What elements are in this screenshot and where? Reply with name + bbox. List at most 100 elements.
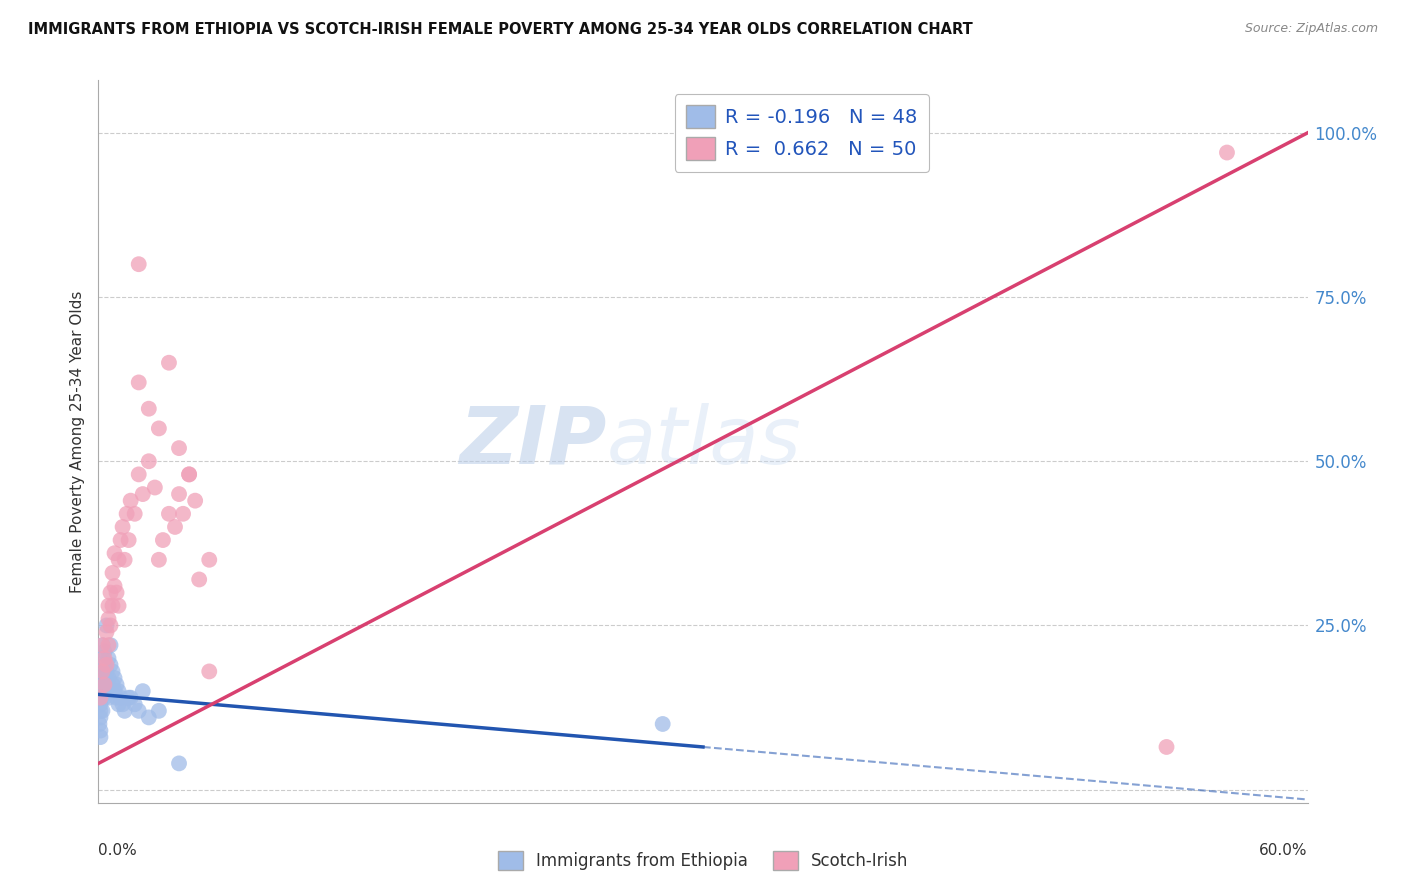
Point: [179, 467, 201, 482]
Y-axis label: Female Poverty Among 25-34 Year Olds: Female Poverty Among 25-34 Year Olds: [69, 291, 84, 592]
Point: [91, 665, 114, 679]
Point: [651, 717, 673, 731]
Point: [89, 698, 111, 712]
Point: [91, 671, 114, 685]
Point: [107, 684, 129, 698]
Point: [100, 618, 122, 632]
Point: [103, 579, 125, 593]
Point: [101, 665, 124, 679]
Text: 0.0%: 0.0%: [98, 843, 138, 857]
Point: [97, 690, 120, 705]
Point: [198, 665, 221, 679]
Point: [110, 690, 132, 705]
Point: [148, 704, 170, 718]
Point: [148, 421, 170, 435]
Point: [120, 690, 142, 705]
Point: [157, 507, 180, 521]
Point: [93, 645, 115, 659]
Legend: Immigrants from Ethiopia, Scotch-Irish: Immigrants from Ethiopia, Scotch-Irish: [491, 844, 915, 877]
Point: [1216, 145, 1239, 160]
Point: [1156, 739, 1178, 754]
Point: [97, 599, 120, 613]
Point: [118, 690, 141, 705]
Point: [184, 493, 207, 508]
Point: [89, 704, 111, 718]
Point: [115, 507, 138, 521]
Point: [91, 651, 114, 665]
Point: [114, 553, 136, 567]
Point: [148, 553, 170, 567]
Point: [91, 665, 114, 679]
Point: [143, 481, 166, 495]
Text: ZIP: ZIP: [458, 402, 606, 481]
Point: [103, 671, 125, 685]
Legend: R = -0.196   N = 48, R =  0.662   N = 50: R = -0.196 N = 48, R = 0.662 N = 50: [675, 94, 929, 171]
Point: [132, 487, 155, 501]
Point: [105, 690, 128, 705]
Point: [138, 454, 160, 468]
Point: [101, 566, 124, 580]
Point: [105, 677, 128, 691]
Point: [93, 677, 115, 691]
Point: [172, 507, 194, 521]
Point: [167, 487, 190, 501]
Point: [124, 507, 146, 521]
Point: [128, 467, 150, 482]
Point: [101, 599, 124, 613]
Point: [138, 401, 160, 416]
Point: [96, 684, 118, 698]
Point: [91, 638, 114, 652]
Point: [101, 677, 124, 691]
Point: [89, 690, 111, 705]
Point: [89, 684, 111, 698]
Point: [97, 671, 120, 685]
Point: [157, 356, 180, 370]
Point: [89, 710, 111, 724]
Point: [89, 690, 111, 705]
Point: [96, 665, 118, 679]
Point: [100, 638, 122, 652]
Point: [167, 441, 190, 455]
Point: [93, 657, 115, 672]
Point: [103, 684, 125, 698]
Point: [91, 638, 114, 652]
Point: [118, 533, 141, 547]
Point: [89, 723, 111, 738]
Point: [96, 657, 118, 672]
Point: [128, 376, 150, 390]
Point: [97, 651, 120, 665]
Point: [97, 612, 120, 626]
Point: [89, 730, 111, 744]
Point: [107, 599, 129, 613]
Point: [110, 533, 132, 547]
Point: [89, 717, 111, 731]
Point: [96, 618, 118, 632]
Point: [93, 651, 115, 665]
Point: [132, 684, 155, 698]
Point: [111, 698, 134, 712]
Point: [128, 704, 150, 718]
Point: [120, 493, 142, 508]
Point: [91, 704, 114, 718]
Point: [138, 710, 160, 724]
Point: [100, 657, 122, 672]
Point: [124, 698, 146, 712]
Point: [188, 573, 211, 587]
Text: 60.0%: 60.0%: [1260, 843, 1308, 857]
Point: [128, 257, 150, 271]
Point: [89, 677, 111, 691]
Point: [91, 684, 114, 698]
Text: atlas: atlas: [606, 402, 801, 481]
Point: [198, 553, 221, 567]
Point: [97, 638, 120, 652]
Point: [167, 756, 190, 771]
Point: [107, 698, 129, 712]
Text: IMMIGRANTS FROM ETHIOPIA VS SCOTCH-IRISH FEMALE POVERTY AMONG 25-34 YEAR OLDS CO: IMMIGRANTS FROM ETHIOPIA VS SCOTCH-IRISH…: [28, 22, 973, 37]
Text: Source: ZipAtlas.com: Source: ZipAtlas.com: [1244, 22, 1378, 36]
Point: [179, 467, 201, 482]
Point: [114, 704, 136, 718]
Point: [93, 677, 115, 691]
Point: [111, 520, 134, 534]
Point: [90, 690, 112, 705]
Point: [100, 585, 122, 599]
